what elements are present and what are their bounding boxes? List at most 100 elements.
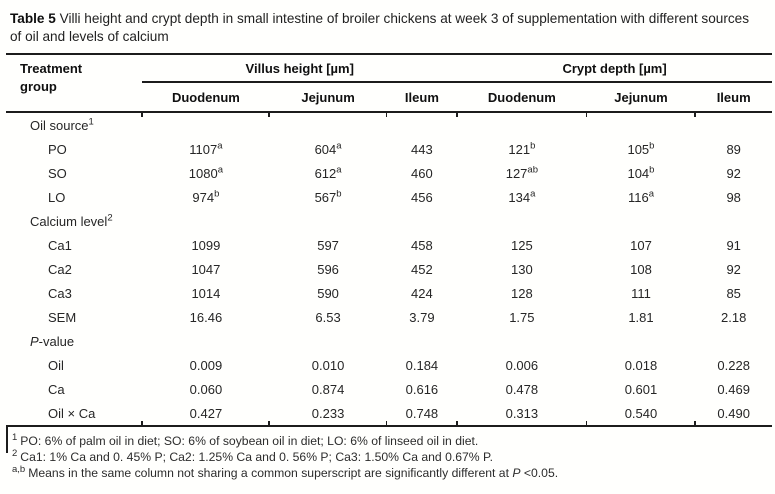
data-table: Treatment group Villus height [µm] Crypt… xyxy=(6,53,772,428)
value-cell: 1014 xyxy=(191,285,221,301)
value-cell: 1107a xyxy=(189,140,223,157)
group-header-row: Treatment group Villus height [µm] Crypt… xyxy=(6,54,772,114)
footnote-text: Means in the same column not sharing a c… xyxy=(28,466,513,481)
header-villus-ileum: Ileum xyxy=(385,82,458,117)
value-cell: 116a xyxy=(627,188,654,205)
row-label: Ca xyxy=(48,381,65,397)
table-row: Ca3 1014 590 424 128 111 85 xyxy=(6,281,772,305)
value-cell: 0.228 xyxy=(717,357,750,373)
value-cell: 1047 xyxy=(191,261,221,277)
value-cell: 108 xyxy=(630,261,652,277)
value-cell: 612a xyxy=(314,164,342,181)
header-crypt-duodenum: Duodenum xyxy=(456,82,587,117)
value-cell: 125 xyxy=(511,237,533,253)
table-row: Oil × Ca 0.427 0.233 0.748 0.313 0.540 0.490 xyxy=(6,401,772,427)
header-crypt-jejunum: Jejunum xyxy=(585,82,696,117)
value-cell: 0.184 xyxy=(405,357,439,373)
section-label: Oil source1 xyxy=(30,116,94,133)
table-row: PO 1107a 604a 443 121b 105b 89 xyxy=(6,137,772,161)
value-cell: 1.75 xyxy=(509,309,535,325)
value-cell: 460 xyxy=(411,165,433,181)
value-cell: 0.010 xyxy=(311,357,345,373)
section-label-superscript: 1 xyxy=(88,116,94,128)
value-cell: 111 xyxy=(631,285,651,301)
value-cell: 456 xyxy=(411,189,433,205)
value-cell: 127ab xyxy=(505,164,538,181)
table-caption: Table 5 Villi height and crypt depth in … xyxy=(10,10,762,46)
row-label: Ca2 xyxy=(48,261,72,277)
row-label: LO xyxy=(48,189,66,205)
significance-superscript: ab xyxy=(527,164,538,176)
footnote-oil-source: 1 PO: 6% of palm oil in diet; SO: 6% of s… xyxy=(12,432,765,450)
header-villus-duodenum: Duodenum xyxy=(141,82,270,117)
value-cell: 0.018 xyxy=(624,357,658,373)
value-cell: 1.81 xyxy=(628,309,654,325)
value-cell: 604a xyxy=(314,140,342,157)
significance-superscript: b xyxy=(649,140,655,152)
value-cell: 0.313 xyxy=(456,401,586,427)
header-treatment-group: Treatment group xyxy=(6,54,143,114)
table-caption-text: Villi height and crypt depth in small in… xyxy=(10,11,750,45)
value-cell: 0.540 xyxy=(585,401,696,427)
value-cell: 0.469 xyxy=(717,381,750,397)
value-cell: 0.748 xyxy=(385,401,457,427)
value-cell: 597 xyxy=(317,237,339,253)
value-cell: 134a xyxy=(508,188,536,205)
section-label: Calcium level2 xyxy=(30,212,113,229)
value-cell: 1099 xyxy=(191,237,221,253)
value-cell: 6.53 xyxy=(315,309,341,325)
row-label: Ca1 xyxy=(48,237,72,253)
footnote-marker: a,b xyxy=(12,464,26,476)
value-cell: 458 xyxy=(411,237,433,253)
row-label: Oil × Ca xyxy=(48,405,96,421)
footnote-superscripts: a,b Means in the same column not sharing … xyxy=(12,464,765,482)
table-body: Oil source1 PO 1107a 604a 443 121b 105b 89 SO 108… xyxy=(6,112,772,427)
significance-superscript: a xyxy=(336,164,342,176)
value-cell: 89 xyxy=(726,141,741,157)
value-cell: 130 xyxy=(511,261,533,277)
value-cell: 0.616 xyxy=(405,381,439,397)
table-row: Ca 0.060 0.874 0.616 0.478 0.601 0.469 xyxy=(6,377,772,401)
significance-superscript: a xyxy=(336,140,342,152)
value-cell: 0.478 xyxy=(505,381,539,397)
table-row: Oil 0.009 0.010 0.184 0.006 0.018 0.228 xyxy=(6,353,772,377)
value-cell: 452 xyxy=(411,261,433,277)
footnote-marker: 1 xyxy=(12,432,18,444)
value-cell: 2.18 xyxy=(721,309,747,325)
header-crypt-ileum: Ileum xyxy=(694,82,772,117)
header-crypt-depth: Crypt depth [µm] xyxy=(457,54,772,84)
header-villus-jejunum: Jejunum xyxy=(268,82,387,117)
section-header-row: Calcium level2 xyxy=(6,209,772,233)
row-label: Ca3 xyxy=(48,285,72,301)
value-cell: 0.060 xyxy=(189,381,223,397)
sub-header-row: Duodenum Jejunum Ileum Duodenum Jejunum … xyxy=(6,82,772,117)
footnotes: 1 PO: 6% of palm oil in diet; SO: 6% of s… xyxy=(12,432,765,482)
value-cell: 92 xyxy=(726,261,741,277)
value-cell: 596 xyxy=(317,261,339,277)
section-label-italic: P xyxy=(30,333,39,349)
value-cell: 16.46 xyxy=(189,309,223,325)
significance-superscript: a xyxy=(217,140,223,152)
value-cell: 0.233 xyxy=(268,401,386,427)
section-label-superscript: 2 xyxy=(107,212,113,224)
significance-superscript: a xyxy=(217,164,224,176)
value-cell: 107 xyxy=(630,237,652,253)
significance-superscript: b xyxy=(336,188,342,200)
row-label: Oil xyxy=(48,357,64,373)
value-cell: 0.009 xyxy=(189,357,223,373)
table-container: Treatment group Villus height [µm] Crypt… xyxy=(6,53,772,454)
section-label: P-value xyxy=(30,333,75,349)
value-cell: 91 xyxy=(726,237,741,253)
value-cell: 0.874 xyxy=(311,381,345,397)
footnote-marker: 2 xyxy=(12,448,18,460)
value-cell: 0.601 xyxy=(624,381,658,397)
section-header-row: P-value xyxy=(6,329,772,353)
value-cell: 121b xyxy=(508,140,536,157)
row-label: PO xyxy=(48,141,67,157)
significance-superscript: b xyxy=(649,164,655,176)
value-cell: 128 xyxy=(511,285,533,301)
header-treatment-group-label: Treatment group xyxy=(20,61,83,94)
significance-superscript: b xyxy=(530,140,536,152)
value-cell: 98 xyxy=(726,189,741,205)
